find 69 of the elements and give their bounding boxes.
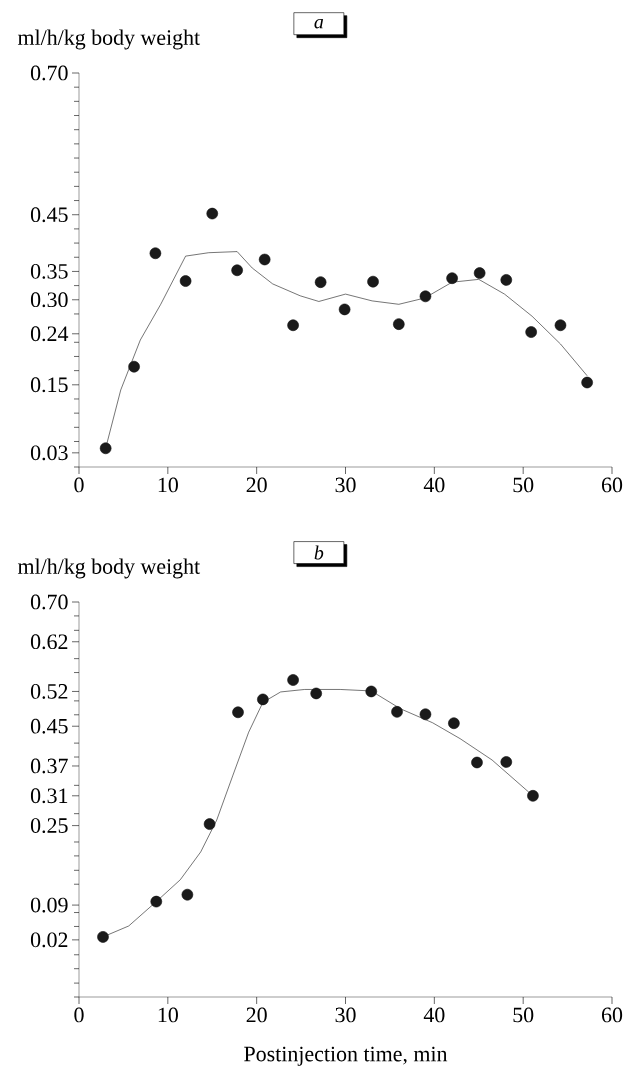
point (393, 318, 405, 330)
point (181, 888, 194, 901)
point (365, 685, 378, 698)
y-tick-label: 0.35 (30, 263, 68, 279)
y-tick-label: 0.24 (30, 326, 69, 342)
y-tick-label: 0.70 (30, 65, 68, 81)
point (287, 319, 299, 332)
point (500, 274, 513, 286)
y-tick-label: 0.37 (30, 758, 68, 774)
point (554, 319, 567, 332)
y-tick-label: 0.09 (30, 897, 68, 913)
point (179, 275, 192, 287)
point (473, 267, 486, 279)
y-axis-title: ml/h/kg body weight (17, 29, 201, 50)
y-tick-label: 0.62 (30, 634, 68, 650)
y-tick-label: 0.31 (30, 788, 68, 804)
point (287, 674, 299, 686)
x-tick-label: 40 (423, 1007, 445, 1023)
point (367, 275, 379, 288)
point (448, 717, 460, 730)
point (232, 706, 244, 719)
point (203, 818, 216, 830)
y-tick-label: 0.45 (30, 207, 68, 223)
point (338, 303, 351, 316)
y-tick-label: 0.52 (30, 684, 68, 699)
x-tick-label: 60 (601, 477, 623, 493)
y-tick-label: 0.30 (30, 292, 68, 308)
y-tick-label: 0.02 (30, 932, 68, 948)
x-tick-label: 40 (423, 477, 445, 493)
point (446, 272, 458, 285)
x-tick-label: 10 (158, 1007, 178, 1023)
x-tick-label: 60 (601, 1007, 623, 1023)
point (310, 687, 322, 700)
point (525, 326, 537, 338)
y-tick-label: 0.70 (30, 594, 68, 610)
x-tick-label: 20 (246, 1007, 267, 1023)
point (391, 706, 403, 718)
y-tick-label: 0.45 (30, 718, 68, 734)
point (419, 708, 432, 721)
point (231, 264, 243, 277)
y-tick-label: 0.03 (30, 445, 68, 461)
point (150, 895, 163, 908)
point (99, 442, 112, 455)
y-tick-label: 0.25 (30, 818, 68, 834)
point (97, 931, 109, 943)
x-tick-label: 30 (335, 477, 356, 493)
point (149, 247, 162, 260)
point (581, 376, 593, 389)
point (258, 253, 271, 266)
chart-title: a (314, 18, 324, 29)
x-tick-label: 0 (74, 477, 84, 493)
x-tick-label: 50 (513, 1007, 534, 1023)
point (206, 207, 219, 220)
point (419, 290, 432, 303)
point (527, 789, 539, 802)
x-tick-label: 0 (74, 1007, 84, 1023)
point (128, 360, 140, 373)
point (471, 756, 483, 769)
point (314, 276, 327, 288)
point (257, 693, 269, 706)
x-axis-title: Postinjection time, min (244, 1046, 448, 1066)
x-tick-label: 20 (246, 477, 267, 493)
chart-title: b (314, 545, 324, 560)
x-tick-label: 50 (513, 477, 534, 493)
x-tick-label: 10 (158, 477, 178, 493)
x-tick-label: 30 (335, 1007, 356, 1023)
y-axis-title: ml/h/kg body weight (17, 558, 201, 579)
point (500, 756, 513, 768)
y-tick-label: 0.15 (30, 377, 68, 393)
